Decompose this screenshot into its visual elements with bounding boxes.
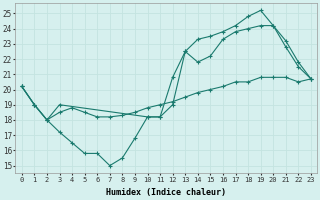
X-axis label: Humidex (Indice chaleur): Humidex (Indice chaleur): [106, 188, 226, 197]
